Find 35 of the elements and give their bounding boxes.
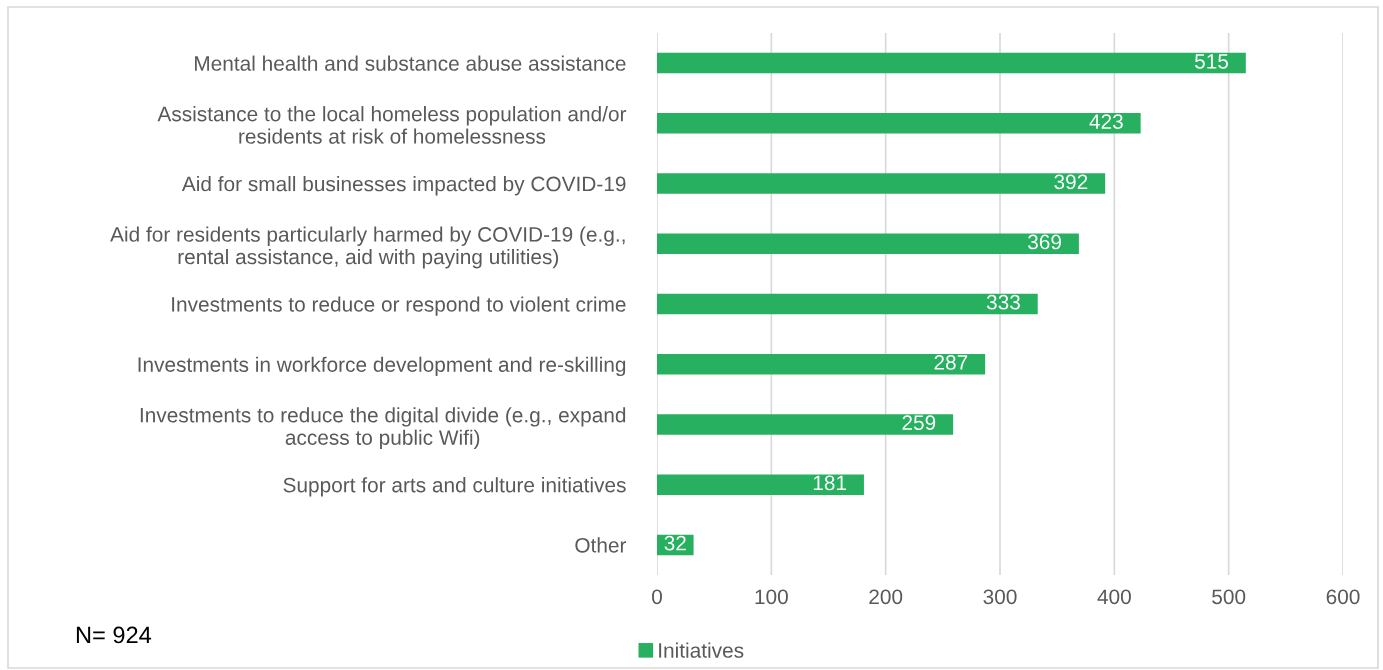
y-tick-label: Mental health and substance abuse assistance (195, 55, 626, 71)
x-tick-label: 100 (755, 589, 788, 605)
x-tick-label: 500 (1212, 589, 1246, 605)
data-label: 392 (1054, 174, 1088, 190)
data-label: 32 (664, 535, 686, 551)
bar (657, 474, 864, 495)
bar (657, 52, 1246, 74)
x-tick-label: 300 (983, 589, 1017, 605)
x-tick-label: 200 (869, 589, 903, 605)
text: N= 924 (76, 626, 152, 644)
legend-label: Initiatives (659, 642, 744, 658)
x-tick-label: 600 (1326, 589, 1360, 605)
bar (657, 173, 1106, 194)
data-label: 287 (934, 355, 968, 370)
y-tick-label: Aid for small businesses impacted by COVID-19 (181, 176, 626, 196)
data-label: 181 (813, 475, 847, 491)
data-label: 333 (986, 294, 1020, 310)
data-label: 259 (902, 415, 936, 431)
data-label: 369 (1028, 234, 1061, 250)
data-label: 515 (1194, 54, 1229, 69)
x-tick-label: 0 (652, 589, 662, 605)
bar (657, 113, 1141, 134)
bar (657, 353, 986, 375)
y-tick-label: Aid for residents particularly harmed by COVID-19 (e.g., rental assistance, aid with paying utilities) (110, 226, 625, 269)
y-tick-label: Investments to reduce the digital divide (e.g., expand access to public Wifi) (140, 407, 626, 450)
y-tick-label: Other (575, 537, 627, 553)
bar (657, 293, 1038, 315)
y-tick-label: Support for arts and culture initiatives (283, 477, 626, 497)
y-tick-label: Investments in workforce development and re-skilling (138, 356, 626, 377)
y-tick-label: Assistance to the local homeless population and/or residents at risk of homelessness (157, 106, 627, 144)
y-tick-label: Investments to reduce or respond to violent crime (172, 296, 626, 316)
data-label: 423 (1089, 114, 1123, 129)
bar (657, 233, 1079, 255)
x-tick-label: 400 (1097, 589, 1131, 605)
bar (657, 414, 954, 435)
